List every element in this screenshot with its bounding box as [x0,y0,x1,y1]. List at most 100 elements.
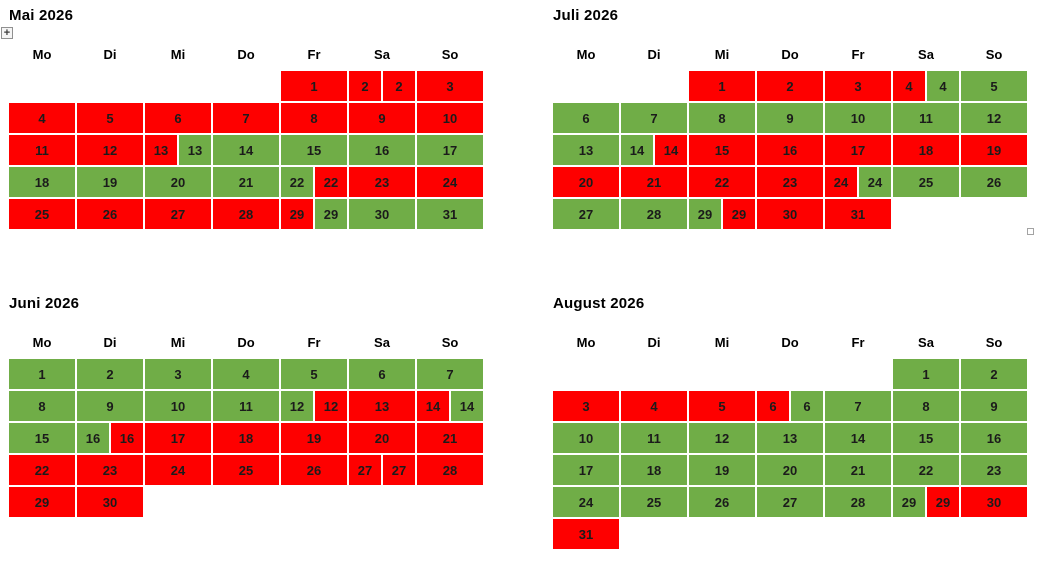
day-cell-14[interactable]: 14 [213,135,279,165]
day-half[interactable]: 2 [383,71,415,101]
day-half[interactable]: 16 [77,423,109,453]
day-cell-11[interactable]: 11 [621,423,687,453]
day-cell-15[interactable]: 15 [281,135,347,165]
day-cell-6[interactable]: 6 [145,103,211,133]
day-cell-23[interactable]: 23 [349,167,415,197]
day-cell-26[interactable]: 26 [689,487,755,517]
day-cell-17[interactable]: 17 [825,135,891,165]
day-cell-27[interactable]: 27 [553,199,619,229]
day-cell-31[interactable]: 31 [825,199,891,229]
day-cell-20[interactable]: 20 [349,423,415,453]
day-half[interactable]: 29 [927,487,959,517]
day-cell-21[interactable]: 21 [621,167,687,197]
day-half[interactable]: 29 [723,199,755,229]
day-cell-1[interactable]: 1 [893,359,959,389]
day-cell-24[interactable]: 24 [553,487,619,517]
day-cell-16[interactable]: 16 16 [77,423,143,453]
day-cell-21[interactable]: 21 [417,423,483,453]
day-cell-8[interactable]: 8 [893,391,959,421]
day-half[interactable]: 6 [757,391,789,421]
day-half[interactable]: 12 [281,391,313,421]
day-half[interactable]: 27 [383,455,415,485]
day-cell-29[interactable]: 29 29 [689,199,755,229]
day-cell-3[interactable]: 3 [825,71,891,101]
day-cell-28[interactable]: 28 [213,199,279,229]
day-cell-7[interactable]: 7 [213,103,279,133]
day-cell-7[interactable]: 7 [825,391,891,421]
day-cell-5[interactable]: 5 [281,359,347,389]
day-cell-9[interactable]: 9 [77,391,143,421]
day-half[interactable]: 14 [655,135,687,165]
day-cell-4[interactable]: 4 [621,391,687,421]
day-cell-1[interactable]: 1 [9,359,75,389]
day-half[interactable]: 13 [145,135,177,165]
day-cell-20[interactable]: 20 [553,167,619,197]
day-cell-9[interactable]: 9 [961,391,1027,421]
day-cell-17[interactable]: 17 [145,423,211,453]
day-cell-3[interactable]: 3 [553,391,619,421]
day-cell-17[interactable]: 17 [553,455,619,485]
day-cell-18[interactable]: 18 [9,167,75,197]
day-cell-8[interactable]: 8 [9,391,75,421]
day-cell-20[interactable]: 20 [145,167,211,197]
day-cell-25[interactable]: 25 [9,199,75,229]
day-cell-27[interactable]: 27 27 [349,455,415,485]
day-cell-1[interactable]: 1 [689,71,755,101]
day-cell-26[interactable]: 26 [961,167,1027,197]
day-half[interactable]: 14 [451,391,483,421]
day-cell-30[interactable]: 30 [349,199,415,229]
day-cell-14[interactable]: 14 14 [417,391,483,421]
day-cell-28[interactable]: 28 [825,487,891,517]
day-cell-4[interactable]: 4 [9,103,75,133]
day-cell-27[interactable]: 27 [757,487,823,517]
day-half[interactable]: 16 [111,423,143,453]
day-cell-12[interactable]: 12 12 [281,391,347,421]
day-cell-21[interactable]: 21 [213,167,279,197]
day-cell-13[interactable]: 13 [757,423,823,453]
day-cell-26[interactable]: 26 [281,455,347,485]
day-cell-13[interactable]: 13 13 [145,135,211,165]
day-cell-8[interactable]: 8 [689,103,755,133]
day-cell-28[interactable]: 28 [417,455,483,485]
day-cell-21[interactable]: 21 [825,455,891,485]
day-half[interactable]: 6 [791,391,823,421]
day-cell-29[interactable]: 29 29 [281,199,347,229]
day-half[interactable]: 14 [417,391,449,421]
day-cell-2[interactable]: 2 [77,359,143,389]
day-cell-6[interactable]: 6 [553,103,619,133]
day-cell-11[interactable]: 11 [9,135,75,165]
day-cell-27[interactable]: 27 [145,199,211,229]
day-cell-29[interactable]: 29 29 [893,487,959,517]
day-cell-13[interactable]: 13 [553,135,619,165]
day-half[interactable]: 29 [281,199,313,229]
day-cell-24[interactable]: 24 [417,167,483,197]
day-half[interactable]: 4 [893,71,925,101]
day-cell-19[interactable]: 19 [77,167,143,197]
day-cell-22[interactable]: 22 [9,455,75,485]
table-resize-handle[interactable] [1027,228,1034,235]
day-cell-14[interactable]: 14 14 [621,135,687,165]
day-half[interactable]: 29 [689,199,721,229]
day-cell-4[interactable]: 4 [213,359,279,389]
day-cell-5[interactable]: 5 [77,103,143,133]
day-cell-18[interactable]: 18 [621,455,687,485]
day-cell-25[interactable]: 25 [213,455,279,485]
day-cell-12[interactable]: 12 [77,135,143,165]
day-cell-7[interactable]: 7 [621,103,687,133]
day-half[interactable]: 24 [859,167,891,197]
day-cell-3[interactable]: 3 [145,359,211,389]
day-cell-13[interactable]: 13 [349,391,415,421]
day-cell-22[interactable]: 22 [689,167,755,197]
day-cell-10[interactable]: 10 [553,423,619,453]
day-cell-30[interactable]: 30 [757,199,823,229]
day-cell-24[interactable]: 24 [145,455,211,485]
day-cell-9[interactable]: 9 [757,103,823,133]
day-cell-5[interactable]: 5 [961,71,1027,101]
day-cell-11[interactable]: 11 [893,103,959,133]
day-cell-31[interactable]: 31 [553,519,619,549]
day-cell-18[interactable]: 18 [893,135,959,165]
day-cell-14[interactable]: 14 [825,423,891,453]
